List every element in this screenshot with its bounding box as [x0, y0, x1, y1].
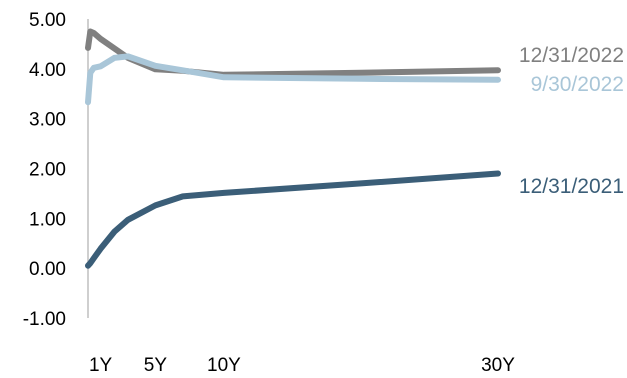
series-lines: [85, 28, 501, 269]
series-line-9-30-2022: [85, 53, 501, 106]
x-tick-label: 5Y: [144, 355, 168, 376]
y-tick-label: 3.00: [29, 110, 66, 131]
series-label-9-30-2022: 9/30/2022: [531, 73, 624, 96]
y-axis-tick-labels: -1.00 0.00 1.00 2.00 3.00 4.00 5.00: [23, 10, 66, 330]
y-tick-label: 1.00: [29, 209, 66, 230]
x-tick-label: 10Y: [207, 355, 241, 376]
series-label-12-31-2021: 12/31/2021: [519, 175, 624, 198]
y-tick-label: 2.00: [29, 160, 66, 181]
y-tick-label: 4.00: [29, 60, 66, 81]
y-tick-label: 5.00: [29, 10, 66, 31]
x-tick-label: 1Y: [89, 355, 113, 376]
series-line-12-31-2021: [85, 170, 501, 269]
y-tick-label: -1.00: [23, 309, 66, 330]
series-label-12-31-2022: 12/31/2022: [519, 44, 624, 67]
x-tick-label: 30Y: [481, 355, 515, 376]
y-tick-label: 0.00: [29, 259, 66, 280]
x-axis-tick-labels: 1Y 5Y 10Y 30Y: [89, 355, 515, 376]
series-line-12-31-2022: [85, 28, 501, 78]
series-labels: 12/31/2022 9/30/2022 12/31/2021: [519, 44, 624, 198]
